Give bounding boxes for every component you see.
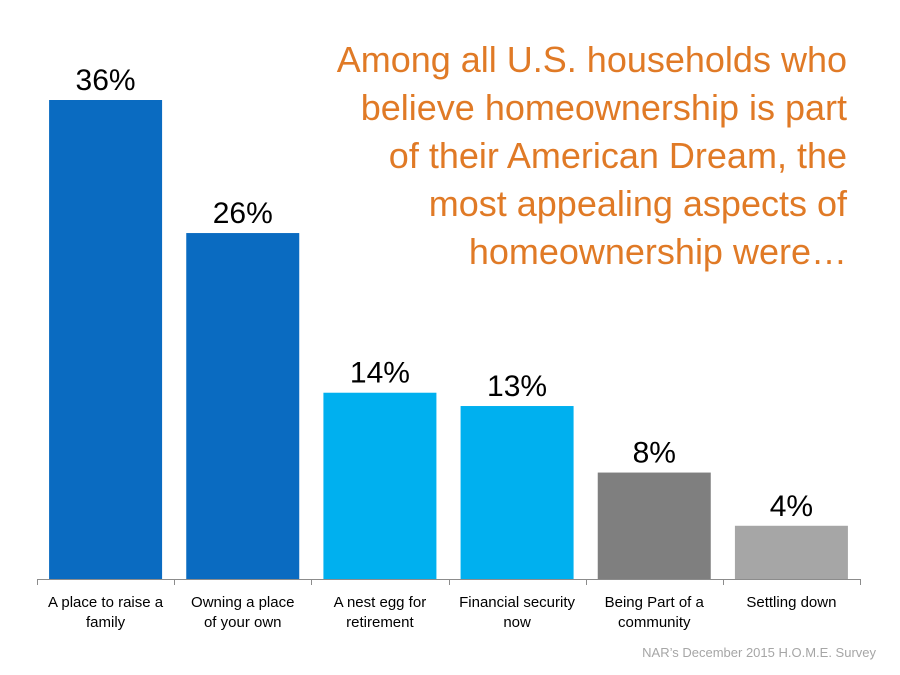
chart-title: Among all U.S. households who believe ho… [255,36,847,276]
x-tick-label: A nest egg for [334,594,427,611]
chart-title-line: homeownership were… [468,231,847,272]
bar [323,392,437,579]
x-tick-label: A place to raise a [48,594,164,611]
bar [49,100,163,579]
data-label: 26% [213,197,273,230]
chart-title-line: believe homeownership is part [360,87,847,128]
x-tick-label: of your own [204,614,282,631]
bar [186,233,300,580]
x-tick-label: Being Part of a [605,594,705,611]
source-note: NAR’s December 2015 H.O.M.E. Survey [642,645,876,660]
data-label: 13% [487,370,547,403]
x-tick-label: Settling down [746,594,836,611]
chart-title-line: most appealing aspects of [428,183,847,224]
x-tick-label: Owning a place [191,594,294,611]
data-label: 8% [633,437,676,470]
chart-title-line: of their American Dream, the [388,135,847,176]
bar [734,525,848,579]
x-tick-label: now [503,614,531,631]
chart-title-line: Among all U.S. households who [336,39,847,80]
data-label: 36% [76,64,136,97]
x-tick-label: Financial security [459,594,575,611]
bar [597,472,711,579]
data-label: 14% [350,357,410,390]
x-tick-label: community [618,614,691,631]
bar [460,406,574,579]
x-tick-label: retirement [346,614,414,631]
x-tick-label: family [86,614,126,631]
data-label: 4% [770,490,813,523]
